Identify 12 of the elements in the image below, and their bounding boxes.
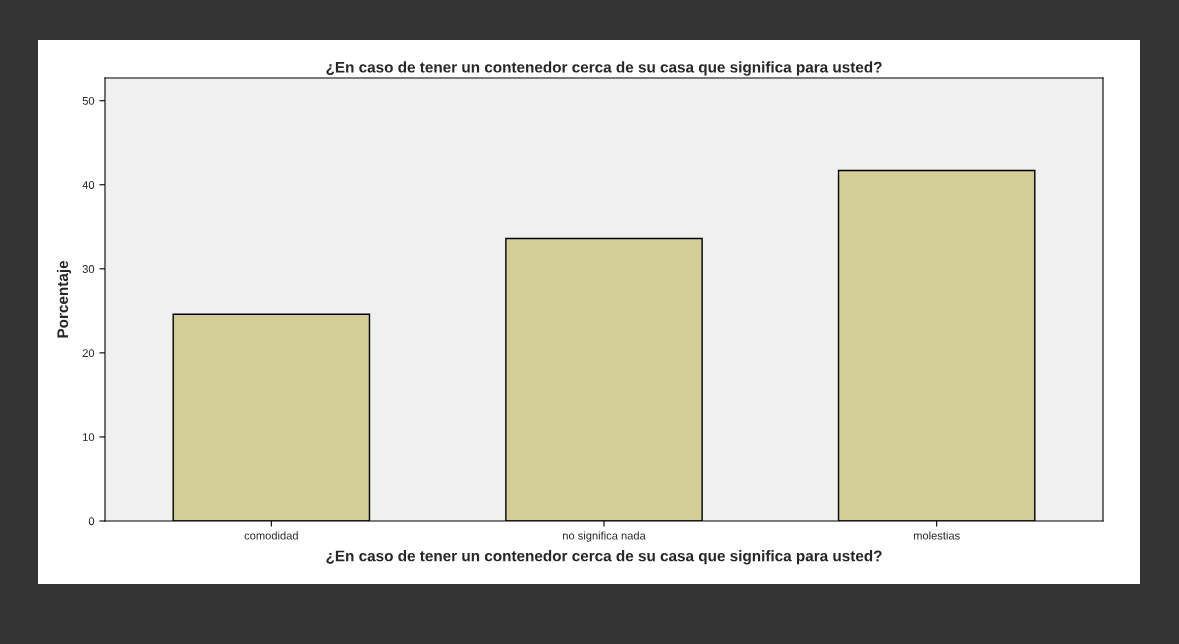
y-tick-label: 40 [82, 181, 95, 189]
x-tick-label: no significa nada [563, 531, 646, 542]
x-axis-title: ¿En caso de tener un contenedor cerca de su casa que significa para usted? [326, 550, 882, 565]
y-tick-label: 0 [88, 517, 95, 526]
x-tick-label: comodidad [244, 531, 298, 540]
y-tick-label: 30 [82, 265, 95, 273]
y-tick-label: 50 [82, 96, 95, 105]
y-tick-label: 20 [82, 349, 95, 358]
y-axis-title: Porcentaje [56, 260, 72, 338]
x-tick-label: molestias [913, 531, 960, 540]
chart-title: ¿En caso de tener un contenedor cerca de su casa que significa para usted? [326, 61, 882, 76]
y-tick-label: 10 [83, 433, 95, 442]
